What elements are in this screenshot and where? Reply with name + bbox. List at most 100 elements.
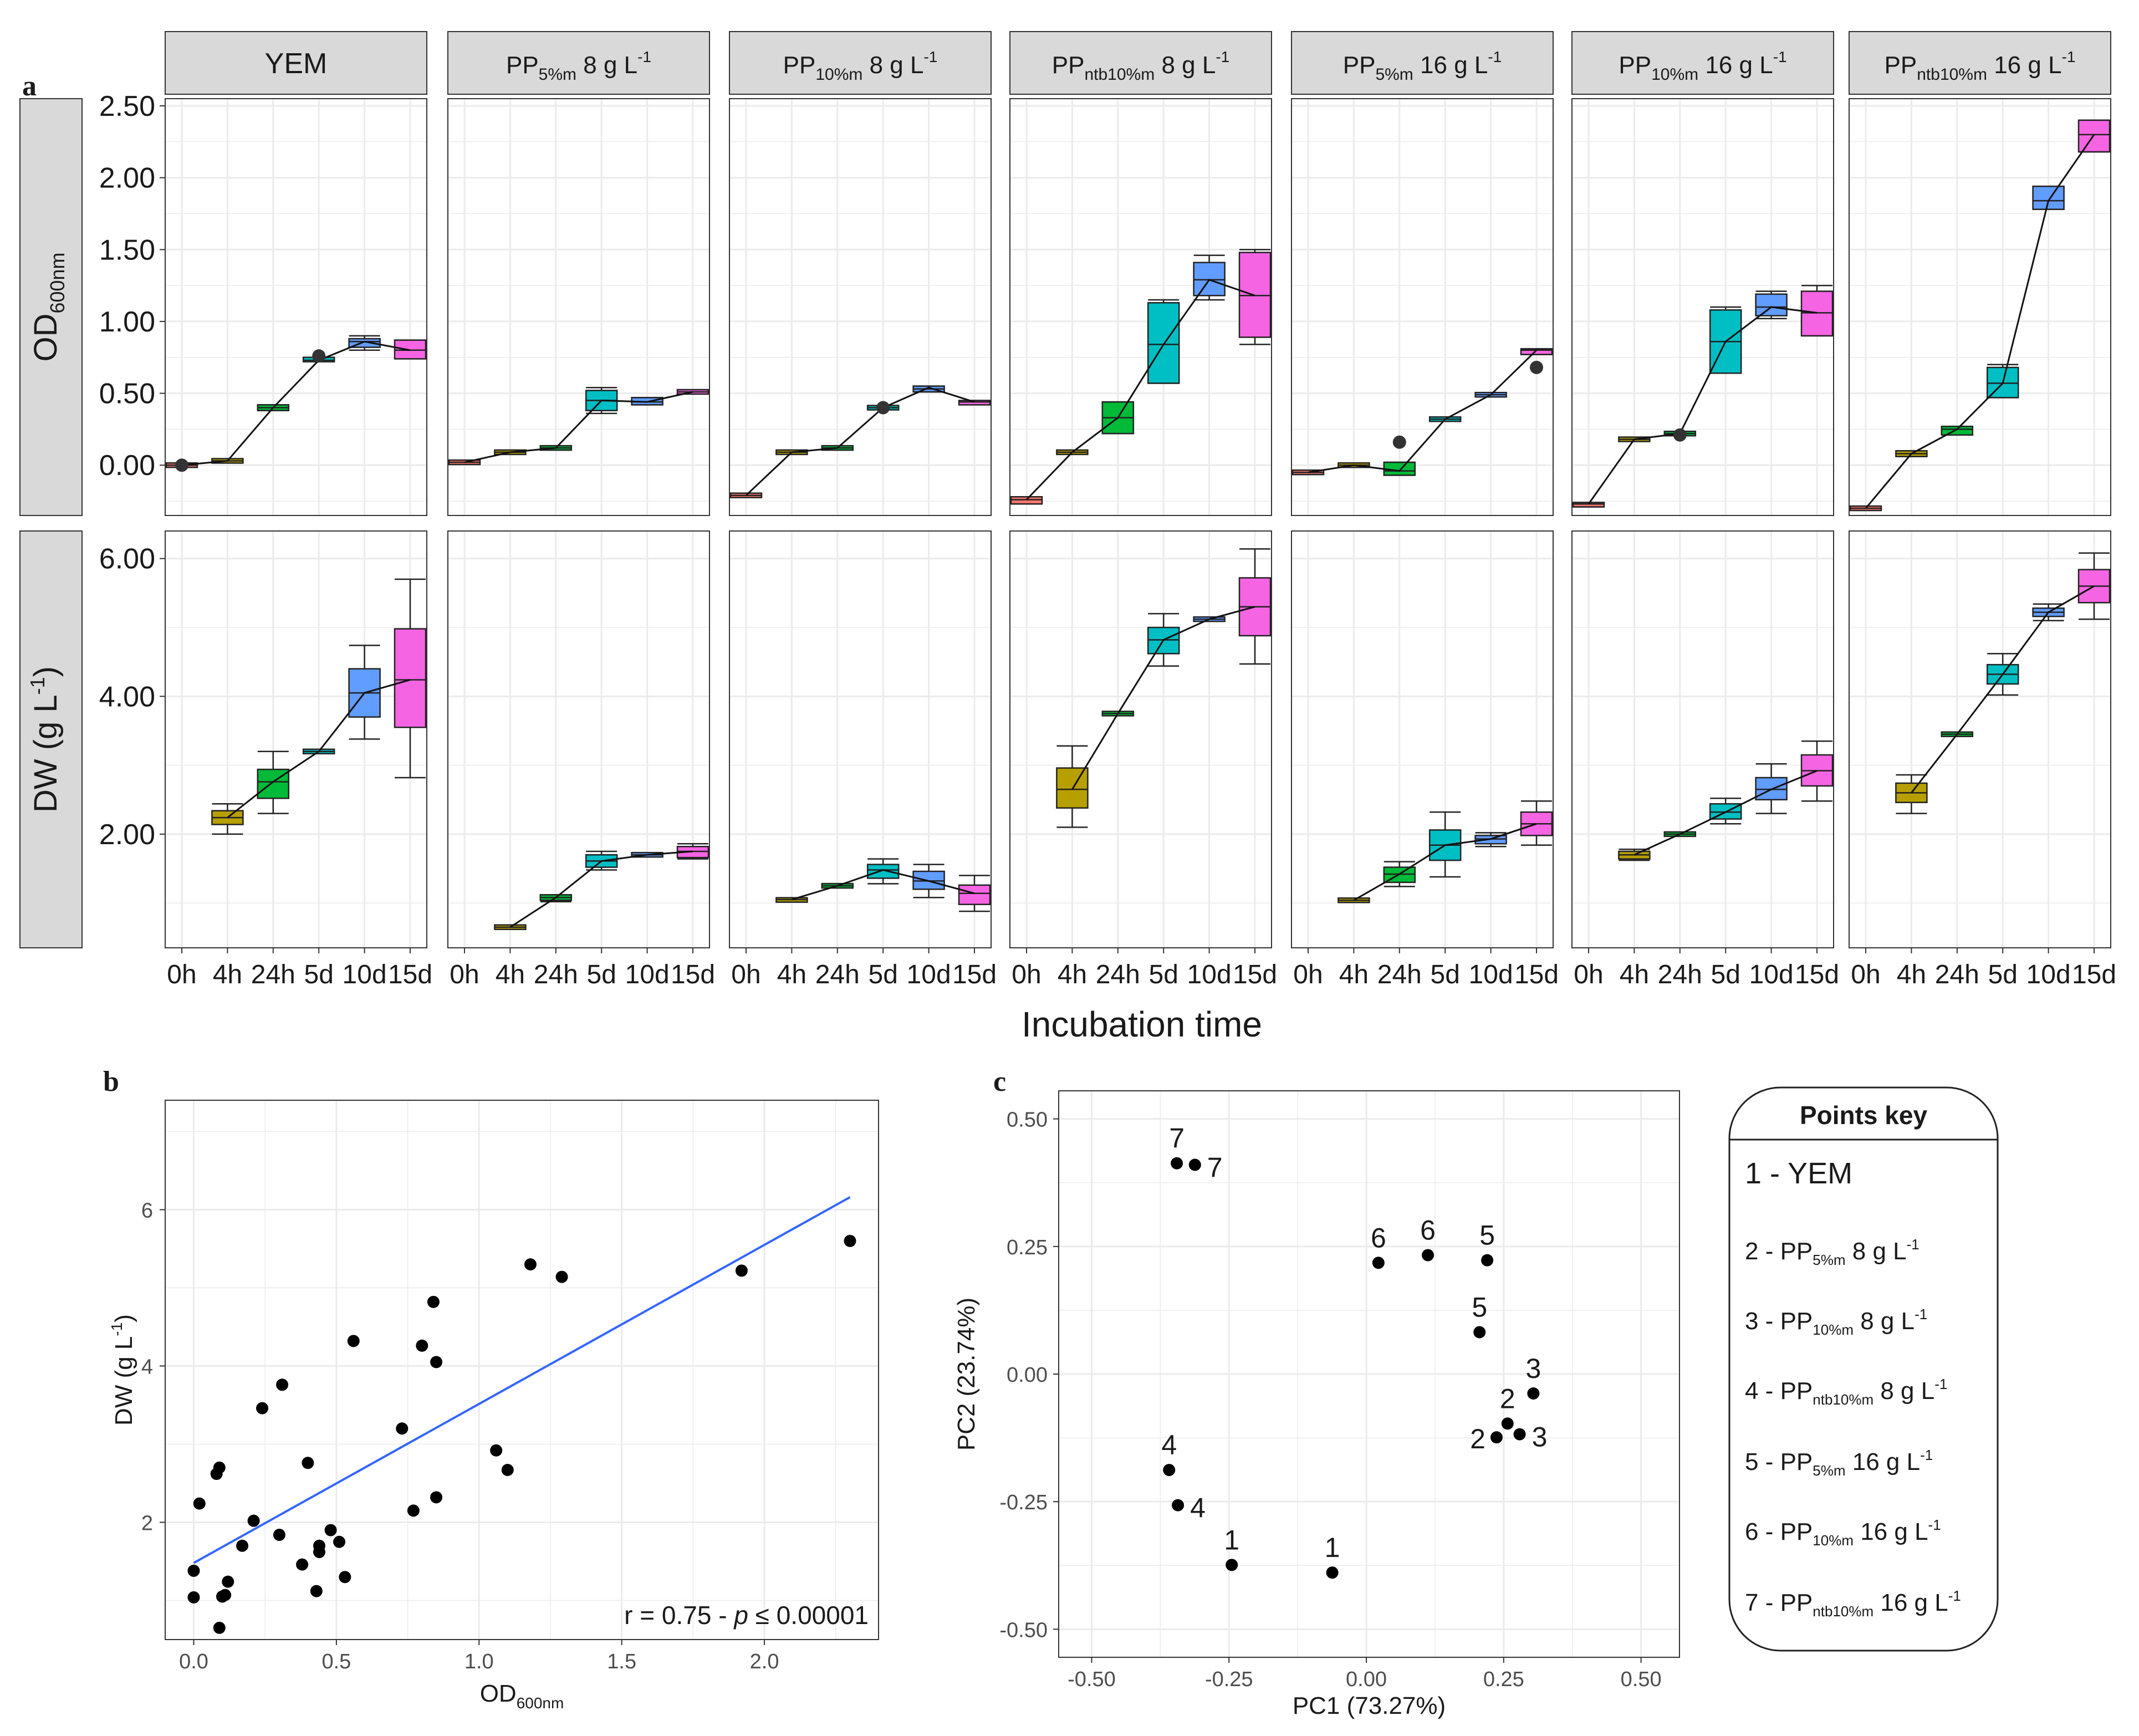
box-15d bbox=[1520, 348, 1553, 355]
legend-item-sup: -1 bbox=[1907, 1236, 1920, 1253]
pca-point-label: 2 bbox=[1500, 1383, 1515, 1414]
mean-trend-line bbox=[1633, 770, 1818, 856]
panel-border bbox=[165, 530, 427, 948]
x-tick-label: 15d bbox=[2072, 960, 2116, 989]
panel-background bbox=[729, 99, 991, 515]
panel-border bbox=[1571, 98, 1834, 516]
facet-title-tail: 8 g L bbox=[576, 52, 637, 79]
legend-item-number: 4 - bbox=[1745, 1377, 1780, 1405]
mean-trend-line bbox=[1587, 306, 1818, 505]
scatter-point bbox=[219, 1589, 232, 1601]
x-tick-label: 0h bbox=[167, 960, 196, 989]
facet-title-sub: ntb10%m bbox=[1084, 65, 1155, 84]
pca-point-label: 3 bbox=[1532, 1422, 1548, 1453]
box-15d bbox=[1238, 249, 1272, 345]
scatter-point bbox=[416, 1339, 428, 1352]
x-tick-label: 24h bbox=[534, 960, 578, 989]
legend-item: 5 - PP5%m 16 g L-1 bbox=[1745, 1447, 1933, 1479]
facet-title-main: PP bbox=[783, 52, 816, 79]
x-tick-label: 2.0 bbox=[750, 1650, 779, 1673]
facet-title-sup: -1 bbox=[1488, 48, 1502, 65]
legend-item-main: PP bbox=[1780, 1377, 1813, 1405]
legend-item: 4 - PPntb10%m 8 g L-1 bbox=[1745, 1376, 1947, 1408]
scatter-point bbox=[213, 1461, 226, 1474]
mean-trend-line bbox=[464, 391, 693, 463]
panel-background bbox=[1849, 531, 2111, 948]
legend-item-number: 5 - bbox=[1745, 1448, 1780, 1475]
y-tick-label: -0.50 bbox=[999, 1618, 1048, 1642]
facet-title-main: PP bbox=[506, 52, 539, 79]
pca-point-label: 4 bbox=[1190, 1493, 1206, 1524]
facet-title-sup: -1 bbox=[1216, 48, 1229, 65]
legend-item-tail: 8 g L bbox=[1846, 1238, 1907, 1265]
x-tick-label: 4h bbox=[213, 960, 242, 989]
x-tick-label: 24h bbox=[1935, 960, 1979, 989]
facet-title-sub: ntb10%m bbox=[1917, 65, 1987, 84]
xlabel-main: OD bbox=[480, 1680, 517, 1707]
box-15d bbox=[958, 400, 991, 406]
legend-item: 1 - YEM bbox=[1745, 1157, 1852, 1190]
panel-border bbox=[1291, 98, 1554, 516]
box-body bbox=[1800, 290, 1834, 337]
facet-panel bbox=[729, 98, 992, 516]
legend-item-tail: 16 g L bbox=[1846, 1448, 1921, 1475]
panel-b-label: b bbox=[103, 1066, 119, 1097]
legend-item-tail: 16 g L bbox=[1854, 1518, 1928, 1545]
mean-trend-line bbox=[1865, 134, 2095, 509]
scatter-point bbox=[187, 1591, 200, 1604]
panel-background bbox=[729, 531, 991, 948]
x-axis-title-b: OD600nm bbox=[480, 1680, 564, 1712]
scatter-point bbox=[347, 1335, 360, 1347]
legend-item-sup: -1 bbox=[1928, 1517, 1941, 1533]
facet-strip bbox=[729, 31, 992, 95]
facet-strip bbox=[1571, 31, 1834, 95]
legend-frame bbox=[1728, 1086, 1999, 1652]
panel-background bbox=[1572, 531, 1834, 948]
scatter-point bbox=[313, 1539, 325, 1552]
pca-point-label: 4 bbox=[1161, 1429, 1177, 1461]
pca-point-label: 1 bbox=[1325, 1532, 1340, 1563]
panel-border bbox=[1849, 98, 2111, 516]
panel-background bbox=[1572, 99, 1834, 515]
pca-point-label: 6 bbox=[1371, 1222, 1386, 1253]
y-axis-title-b: DW (g L-1) bbox=[108, 1314, 137, 1426]
x-tick-label: 5d bbox=[1988, 960, 2018, 989]
correlation-annotation: r = 0.75 - p ≤ 0.00001 bbox=[624, 1601, 869, 1630]
facet-title: YEM bbox=[265, 48, 328, 80]
legend-item-number: 7 - bbox=[1745, 1589, 1780, 1616]
x-tick-label: 4h bbox=[1339, 960, 1369, 989]
facet-title: PP5%m 16 g L-1 bbox=[1343, 48, 1502, 84]
pca-point bbox=[1188, 1158, 1201, 1171]
panel-border bbox=[447, 530, 710, 948]
panel-border bbox=[447, 98, 710, 516]
mean-trend-line bbox=[1308, 349, 1538, 473]
panel-border bbox=[1009, 530, 1272, 948]
facet-title-main: PP bbox=[1619, 52, 1651, 79]
scatter-point bbox=[490, 1444, 503, 1457]
box-body bbox=[1941, 425, 1974, 436]
scatter-point bbox=[302, 1457, 314, 1469]
scatter-point bbox=[430, 1491, 443, 1504]
x-tick-label: 5d bbox=[869, 960, 898, 989]
box-15d bbox=[394, 339, 427, 360]
legend-item-sub: ntb10%m bbox=[1813, 1391, 1873, 1408]
y-tick-label: 1.00 bbox=[99, 306, 155, 338]
box-15d bbox=[958, 875, 991, 912]
panel-b: b 0.0 0.5 1.0 1.5 2.0 2 4 6 r = 0.75 - p ≤ 0.0000… bbox=[103, 1066, 879, 1712]
pca-point-label: 7 bbox=[1169, 1123, 1185, 1154]
x-tick-label: -0.50 bbox=[1068, 1668, 1116, 1691]
x-axis-title-a: Incubation time bbox=[1022, 1004, 1262, 1044]
facet-strip bbox=[1009, 31, 1272, 95]
facet-panel bbox=[1571, 98, 1834, 516]
legend-item-main: YEM bbox=[1788, 1157, 1852, 1190]
panel-background bbox=[448, 531, 709, 948]
ylabel-sup: -1 bbox=[108, 1323, 125, 1336]
x-tick-label: 24h bbox=[1658, 960, 1702, 989]
panel-border bbox=[1009, 98, 1272, 516]
box-24h bbox=[1941, 425, 1974, 436]
box-10d bbox=[2032, 185, 2065, 210]
pca-point bbox=[1473, 1326, 1486, 1339]
mean-trend-line bbox=[227, 679, 411, 819]
